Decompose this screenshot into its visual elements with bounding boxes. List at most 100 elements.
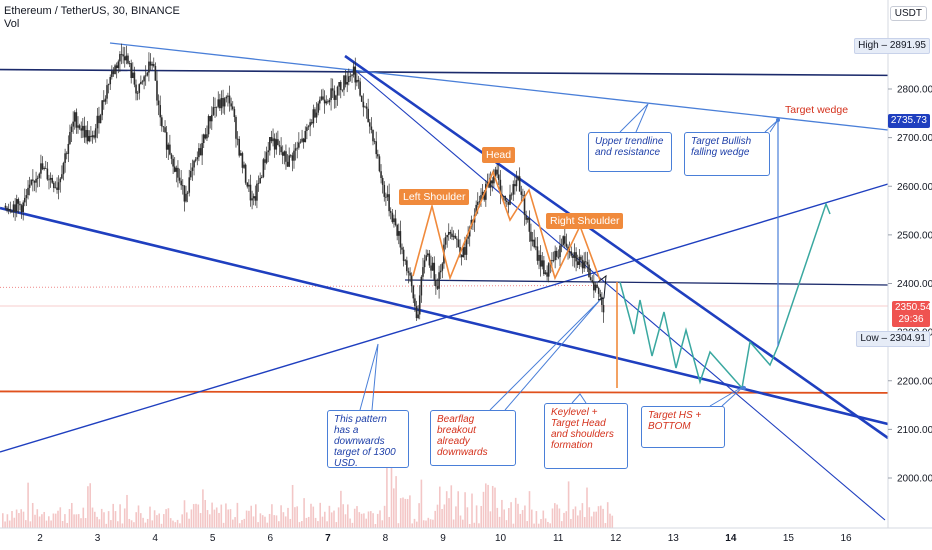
candle-body: [327, 101, 329, 103]
neckline: [404, 279, 889, 286]
volume-bar: [278, 521, 280, 528]
volume-bar: [572, 509, 574, 528]
volume-bar: [202, 489, 204, 528]
candle-body: [310, 122, 313, 124]
volume-bar: [153, 510, 156, 528]
x-tick-label: 16: [840, 533, 852, 544]
candle-body: [357, 79, 360, 82]
candle-body: [277, 139, 279, 146]
currency-unit-button[interactable]: USDT: [889, 6, 927, 21]
target-hs-callout: Target HS + BOTTOM: [641, 406, 725, 448]
candle-body: [59, 178, 62, 183]
candle-body: [351, 74, 353, 76]
candle-body: [362, 101, 365, 108]
volume-bar: [71, 502, 73, 528]
candle-body: [389, 211, 392, 213]
candle-body: [383, 184, 386, 197]
candle-body: [12, 204, 15, 212]
candle-body: [294, 148, 297, 151]
volume-bar: [344, 514, 347, 528]
candle-body: [396, 224, 398, 236]
candle-body: [72, 121, 74, 127]
volume-bar: [611, 515, 614, 528]
volume-bar: [273, 515, 275, 528]
volume-bar: [158, 513, 160, 528]
candle-body: [475, 204, 477, 215]
volume-bar: [18, 513, 20, 528]
candle-body: [61, 174, 63, 179]
candle-body: [190, 170, 192, 178]
volume-bar: [64, 514, 66, 528]
x-tick-label: 11: [553, 533, 564, 544]
volume-bar: [468, 523, 471, 528]
candle-body: [204, 134, 207, 139]
candle-body: [528, 217, 531, 232]
volume-label[interactable]: Vol: [4, 18, 20, 30]
volume-bar: [183, 500, 186, 528]
candle-body: [388, 194, 390, 212]
volume-bar: [395, 476, 397, 528]
volume-bar: [218, 512, 220, 528]
candle-body: [154, 66, 157, 81]
candle-body: [499, 179, 502, 195]
volume-bar: [140, 513, 142, 528]
volume-bar: [376, 513, 379, 528]
volume-bar: [195, 503, 197, 528]
volume-bar: [563, 512, 565, 528]
candle-body: [69, 132, 71, 144]
candle-body: [75, 112, 78, 128]
volume-bar: [264, 516, 266, 528]
y-tick-label: 2600.00: [897, 182, 932, 193]
candle-body: [360, 95, 363, 102]
volume-bar: [462, 519, 464, 528]
low-label: Low: [860, 333, 879, 344]
volume-bar: [388, 516, 390, 528]
volume-bar: [393, 488, 395, 528]
candle-body: [249, 184, 252, 201]
candle-body: [554, 250, 556, 261]
volume-bar: [220, 504, 223, 528]
candle-body: [312, 109, 315, 124]
x-tick-label: 13: [668, 533, 680, 544]
dotted-price-line: [0, 284, 601, 288]
candle-body: [269, 137, 271, 151]
candle-body: [399, 231, 402, 248]
volume-bar: [190, 509, 193, 528]
wedge-target-dot: [776, 118, 780, 122]
volume-bar: [142, 517, 144, 528]
candle-body: [464, 247, 466, 255]
candle-body: [533, 239, 535, 248]
candle-body: [555, 250, 558, 257]
candle-body: [80, 128, 83, 131]
candle-body: [372, 130, 374, 142]
symbol-title[interactable]: Ethereum / TetherUS, 30, BINANCE: [4, 5, 180, 17]
volume-bar: [597, 506, 600, 528]
candle-body: [307, 126, 310, 128]
volume-bar: [406, 498, 409, 528]
candle-body: [309, 122, 311, 127]
high-price-tag: High – 2891.95: [854, 38, 930, 54]
x-tick-label: 7: [325, 533, 331, 544]
candle-body: [339, 82, 342, 90]
volume-bar: [57, 510, 59, 528]
volume-bar: [204, 500, 206, 528]
candle-body: [24, 197, 26, 203]
volume-bar: [271, 504, 273, 528]
candle-body: [523, 195, 526, 216]
y-tick-label: 2000.00: [897, 474, 932, 485]
volume-bar: [135, 512, 137, 528]
candle-body: [391, 212, 394, 223]
candle-body: [456, 238, 458, 240]
volume-bar: [588, 507, 591, 528]
volume-bar: [390, 453, 393, 528]
candle-body: [54, 187, 57, 189]
volume-bar: [560, 521, 563, 528]
candle-body: [212, 107, 215, 115]
candle-body: [481, 191, 484, 196]
volume-bar: [298, 522, 301, 528]
candle-body: [535, 246, 537, 248]
candle-body: [333, 90, 336, 100]
volume-bar: [234, 517, 236, 528]
volume-bar: [526, 521, 528, 528]
